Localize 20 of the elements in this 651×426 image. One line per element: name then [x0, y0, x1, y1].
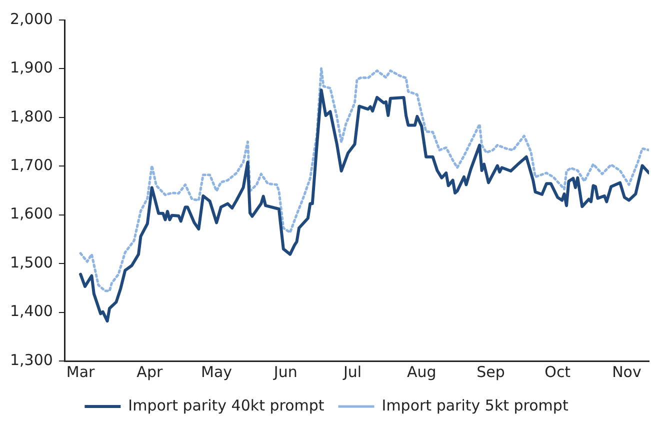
x-tick-label: Apr — [136, 362, 164, 381]
x-tick-label: Sep — [476, 362, 505, 381]
y-tick-label: 1,900 — [10, 58, 53, 77]
y-tick-label: 1,400 — [10, 302, 53, 320]
x-tick-label: Oct — [544, 362, 571, 381]
x-tick-label: Jun — [272, 362, 298, 381]
line-series — [79, 66, 649, 292]
y-tick-label: 1,700 — [10, 156, 53, 174]
x-tick-label: Mar — [66, 362, 96, 381]
legend-label: Import parity 40kt prompt — [128, 396, 324, 414]
y-tick-label: 1,800 — [10, 107, 53, 126]
legend-label: Import parity 5kt prompt — [382, 396, 568, 414]
y-tick-label: 1,300 — [10, 350, 53, 369]
x-tick-label: Aug — [406, 362, 436, 381]
y-tick-label: 1,600 — [10, 204, 53, 223]
x-tick-label: Nov — [612, 362, 642, 381]
y-tick-label: 1,500 — [10, 253, 53, 272]
x-tick-label: May — [201, 362, 232, 381]
y-tick-label: 2,000 — [10, 10, 53, 28]
x-tick-label: Jul — [342, 362, 362, 381]
